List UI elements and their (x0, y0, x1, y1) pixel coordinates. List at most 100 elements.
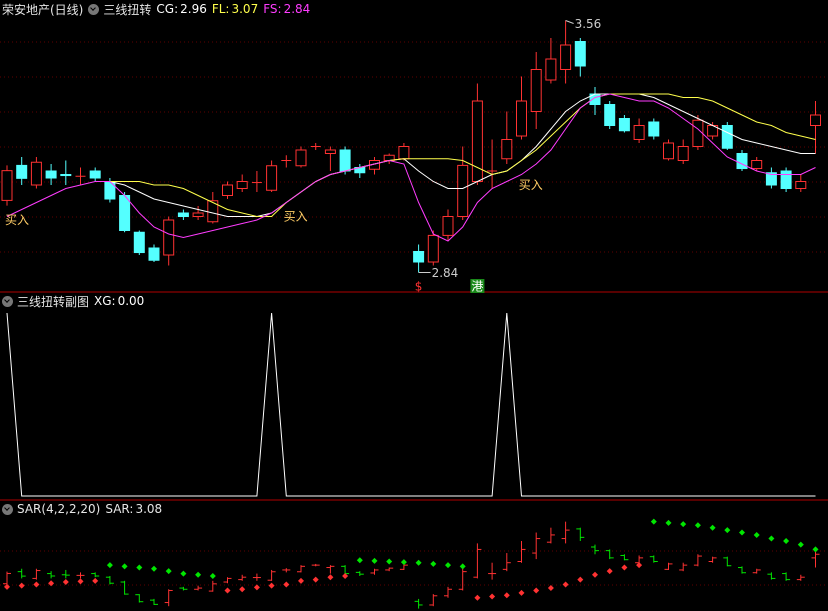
marker: 港 (471, 280, 483, 294)
sar-dot (224, 587, 231, 594)
candle-body (618, 118, 630, 132)
sar-dot (121, 563, 128, 570)
buy-signal: 买入 (519, 178, 543, 192)
legend-value: 0.00 (117, 294, 145, 308)
marker: $ (415, 280, 423, 294)
candle-body (810, 114, 821, 126)
candle-body (442, 216, 454, 236)
sub-header: 三线扭转副图 XG: 0.00 (2, 293, 149, 309)
sar-dot (547, 585, 554, 592)
sar-dot (430, 560, 437, 567)
sar-dot (165, 568, 172, 575)
sar-dot (562, 581, 569, 588)
candle-body (89, 170, 101, 179)
sar-dot (136, 564, 143, 571)
sar-dot (342, 572, 349, 579)
candle-body (30, 161, 42, 186)
indicator-line (6, 312, 816, 497)
sar-dot (533, 587, 540, 594)
chart-title: 荣安地产(日线) (2, 2, 84, 17)
indicator-line (109, 93, 816, 217)
sar-dot (371, 557, 378, 564)
legend-name: SAR: (105, 502, 134, 516)
candle-body (677, 146, 689, 161)
buy-signal: 买入 (5, 213, 29, 227)
candle-body (207, 200, 219, 223)
panel-title: 三线扭转副图 (17, 294, 90, 309)
sar-dot (386, 558, 393, 565)
candle-body (119, 195, 131, 231)
candle-body (604, 104, 616, 126)
candle-body (45, 170, 57, 179)
candle-body (751, 160, 763, 170)
sar-dot (489, 593, 496, 600)
candle-body (60, 174, 72, 177)
candle-body (530, 69, 542, 112)
legend-name: FL: (211, 2, 230, 16)
candle-body (104, 181, 116, 200)
sar-dot (503, 592, 510, 599)
sar-dot (18, 582, 25, 589)
candle-body (324, 149, 336, 154)
sar-dot (92, 577, 99, 584)
sar-dot (445, 562, 451, 569)
sar-dot (650, 518, 657, 525)
sar-dot (283, 581, 290, 588)
buy-signal: 买入 (284, 210, 308, 224)
sar-dot (77, 578, 84, 585)
candle-body (163, 219, 175, 256)
sar-dot (812, 546, 819, 553)
sar-dot (709, 524, 716, 531)
candle-body (663, 142, 674, 160)
collapse-icon[interactable] (2, 295, 13, 307)
main-header: 荣安地产(日线) 三线扭转 CG: 2.96 FL: 3.07 FS: 2.84 (2, 1, 315, 17)
candle-body (765, 172, 777, 186)
sar-dot (724, 527, 731, 534)
sar-dot (33, 581, 40, 588)
sar-dot (195, 571, 202, 578)
sar-dot (106, 562, 113, 569)
candle-body (516, 100, 527, 137)
sar-dot (400, 559, 407, 566)
panel-title: SAR(4,2,2,20) (17, 502, 101, 516)
candle-body (721, 125, 733, 149)
legend-value: 3.07 (231, 2, 259, 16)
collapse-icon[interactable] (2, 503, 13, 515)
sar-dot (783, 537, 790, 544)
candle-body (398, 146, 410, 160)
sar-dot (694, 522, 701, 529)
collapse-icon[interactable] (88, 3, 100, 15)
sar-dot (4, 583, 10, 590)
sar-dot (577, 576, 584, 583)
candle-body (295, 149, 307, 167)
sar-dot (606, 568, 613, 575)
candle-body (266, 165, 278, 191)
legend-value: 2.84 (283, 2, 311, 16)
marker-box (470, 279, 485, 293)
sar-dot (312, 576, 319, 583)
high-label: 3.56 (575, 17, 602, 31)
candle-body (574, 41, 586, 67)
sar-dot (415, 559, 422, 566)
sar-dot (356, 557, 363, 564)
sar-dot (62, 579, 69, 586)
candle-body (16, 164, 28, 179)
candle-body (177, 212, 189, 217)
sar-dot (268, 582, 275, 589)
candle-body (560, 44, 572, 70)
legend-name: FS: (263, 2, 282, 16)
legend-name: CG: (156, 2, 179, 16)
sar-dot (239, 586, 246, 593)
candle-body (1, 170, 13, 201)
sar-dot (327, 574, 334, 581)
candle-body (192, 212, 204, 217)
indicator-name: 三线扭转 (103, 2, 152, 17)
sar-dot (797, 541, 804, 548)
sar-header: SAR(4,2,2,20) SAR: 3.08 (2, 501, 167, 517)
legend-name: XG: (94, 294, 116, 308)
candle-body (236, 181, 248, 189)
sar-dot (459, 563, 466, 570)
candle-body (736, 153, 748, 170)
candle-body (339, 149, 351, 172)
